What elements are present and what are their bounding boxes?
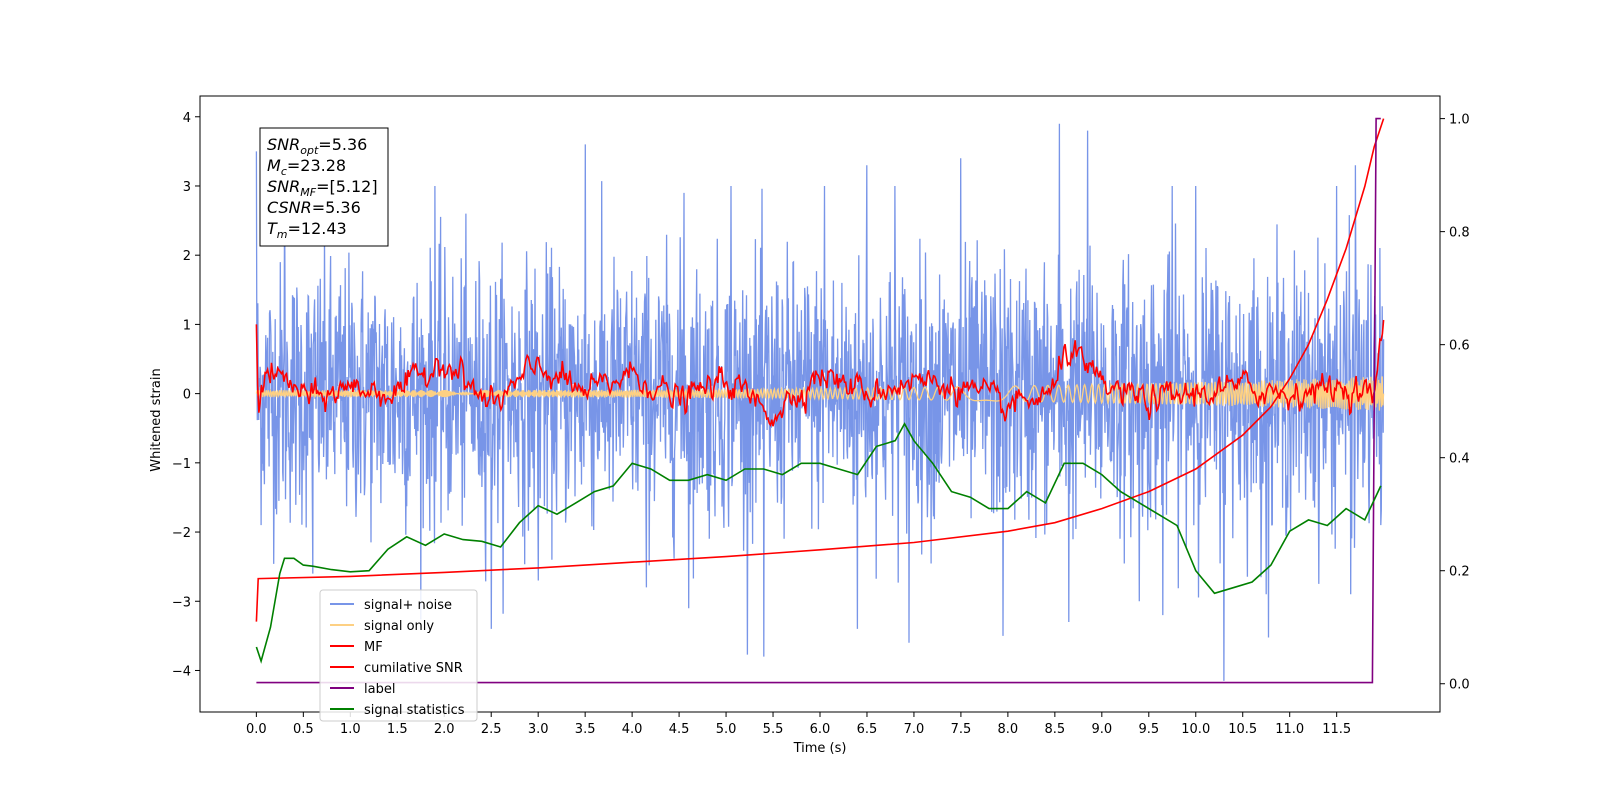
y-left-tick-label: 2 (183, 249, 191, 264)
info-lines: SNRopt=5.36Mc=23.28SNRMF=[5.12]CSNR=5.36… (267, 135, 378, 241)
info-line: Mc=23.28 (267, 156, 346, 178)
y-axis-left: −4 −3 −2 −1 0 1 2 3 4 (172, 111, 200, 679)
x-tick-label: 1.0 (340, 722, 361, 737)
x-tick-label: 8.5 (1045, 722, 1066, 737)
info-line: SNRopt=5.36 (267, 135, 367, 157)
x-tick-label: 9.5 (1138, 722, 1159, 737)
y-left-tick-label: 3 (183, 180, 191, 195)
x-tick-label: 7.0 (904, 722, 925, 737)
x-tick-label: 10.0 (1181, 722, 1210, 737)
x-tick-label: 8.0 (998, 722, 1019, 737)
info-line: Tm=12.43 (267, 219, 347, 241)
x-tick-label: 9.0 (1091, 722, 1112, 737)
y-right-tick-label: 0.4 (1449, 452, 1470, 467)
legend-label-label: label (364, 682, 395, 697)
x-tick-label: 11.5 (1322, 722, 1351, 737)
x-tick-label: 10.5 (1228, 722, 1257, 737)
x-axis-title: Time (s) (793, 741, 847, 756)
y-right-tick-label: 0.6 (1449, 339, 1470, 354)
series-mf (255, 319, 1385, 428)
y-left-tick-label: −1 (172, 457, 191, 472)
x-tick-label: 0.5 (293, 722, 314, 737)
y-right-tick-label: 0.0 (1449, 678, 1470, 693)
x-tick-label: 6.5 (857, 722, 878, 737)
series-label (256, 117, 1381, 684)
legend-label-mf: MF (364, 640, 383, 655)
info-line: CSNR=5.36 (267, 198, 361, 217)
series-cumilative-snr (255, 118, 1385, 622)
info-line: SNRMF=[5.12] (267, 177, 378, 199)
legend-items: signal+ noise signal only MF cumilative SNR… (330, 598, 465, 718)
x-tick-label: 5.0 (716, 722, 737, 737)
y-left-tick-label: −4 (172, 664, 191, 679)
x-tick-label: 2.0 (434, 722, 455, 737)
y-right-tick-label: 0.2 (1449, 565, 1470, 580)
y-axis-right: 0.0 0.2 0.4 0.6 0.8 1.0 (1440, 113, 1470, 693)
series-layer (255, 117, 1385, 684)
y-left-tick-label: 4 (183, 111, 191, 126)
x-tick-label: 4.0 (622, 722, 643, 737)
legend-label-signal-only: signal only (364, 619, 434, 634)
x-tick-label: 4.5 (669, 722, 690, 737)
x-tick-label: 3.5 (575, 722, 596, 737)
y-right-tick-label: 0.8 (1449, 226, 1470, 241)
x-tick-label: 0.0 (246, 722, 267, 737)
y-right-tick-label: 1.0 (1449, 113, 1470, 128)
series-signal-statistics (255, 422, 1382, 664)
info-box: SNRopt=5.36Mc=23.28SNRMF=[5.12]CSNR=5.36… (259, 127, 389, 247)
x-tick-label: 7.5 (951, 722, 972, 737)
legend-label-signal-statistics: signal statistics (364, 703, 465, 718)
legend-label-signal-noise: signal+ noise (364, 598, 452, 613)
legend-frame (319, 589, 478, 722)
x-tick-label: 2.5 (481, 722, 502, 737)
y-axis-title: Whitened strain (149, 368, 164, 471)
x-tick-label: 5.5 (763, 722, 784, 737)
x-tick-label: 3.0 (528, 722, 549, 737)
legend: signal+ noise signal only MF cumilative SNR… (319, 589, 478, 722)
info-box-frame (259, 127, 389, 247)
legend-label-cumilative-snr: cumilative SNR (364, 661, 463, 676)
y-left-tick-label: −2 (172, 526, 191, 541)
x-tick-label: 11.0 (1275, 722, 1304, 737)
x-axis: 0.0 0.5 1.0 1.5 2.0 2.5 3.0 3.5 4.0 4.5 5.0 5.5 6.0 6… (246, 712, 1351, 737)
y-left-tick-label: 0 (183, 388, 191, 403)
x-tick-label: 6.0 (810, 722, 831, 737)
y-left-tick-label: 1 (183, 318, 191, 333)
x-tick-label: 1.5 (387, 722, 408, 737)
y-left-tick-label: −3 (172, 595, 191, 610)
